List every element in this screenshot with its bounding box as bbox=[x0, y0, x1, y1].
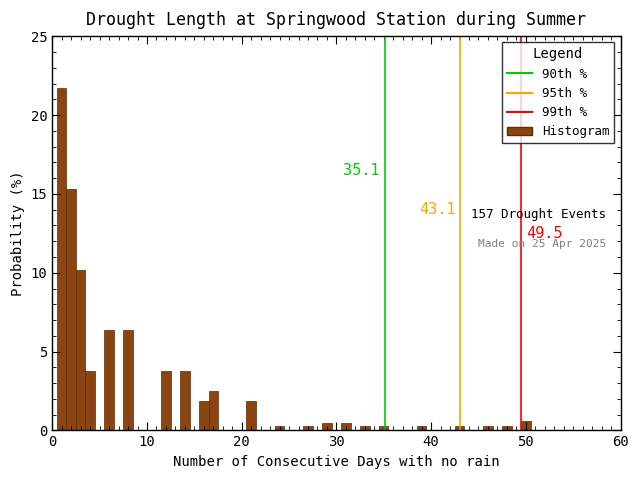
Bar bbox=[124, 330, 132, 431]
Bar bbox=[246, 400, 256, 431]
Bar bbox=[161, 371, 171, 431]
Title: Drought Length at Springwood Station during Summer: Drought Length at Springwood Station dur… bbox=[86, 11, 586, 29]
X-axis label: Number of Consecutive Days with no rain: Number of Consecutive Days with no rain bbox=[173, 455, 500, 469]
Bar bbox=[360, 426, 369, 431]
Text: 49.5: 49.5 bbox=[526, 226, 563, 241]
Text: Made on 25 Apr 2025: Made on 25 Apr 2025 bbox=[478, 239, 606, 249]
Bar bbox=[67, 189, 76, 431]
Bar bbox=[455, 426, 464, 431]
Text: 35.1: 35.1 bbox=[344, 163, 380, 178]
Bar bbox=[521, 421, 531, 431]
Bar bbox=[57, 88, 67, 431]
Bar bbox=[483, 426, 493, 431]
Bar bbox=[275, 426, 284, 431]
Bar bbox=[379, 426, 388, 431]
Text: 157 Drought Events: 157 Drought Events bbox=[471, 208, 606, 221]
Bar bbox=[322, 422, 332, 431]
Legend: 90th %, 95th %, 99th %, Histogram: 90th %, 95th %, 99th %, Histogram bbox=[502, 42, 614, 144]
Bar bbox=[199, 400, 209, 431]
Bar bbox=[209, 391, 218, 431]
Bar bbox=[303, 426, 313, 431]
Text: 43.1: 43.1 bbox=[419, 202, 456, 217]
Bar bbox=[76, 270, 85, 431]
Y-axis label: Probability (%): Probability (%) bbox=[11, 170, 25, 296]
Bar bbox=[417, 426, 426, 431]
Bar bbox=[85, 371, 95, 431]
Bar bbox=[341, 422, 351, 431]
Bar bbox=[180, 371, 189, 431]
Bar bbox=[104, 330, 114, 431]
Bar bbox=[502, 426, 511, 431]
